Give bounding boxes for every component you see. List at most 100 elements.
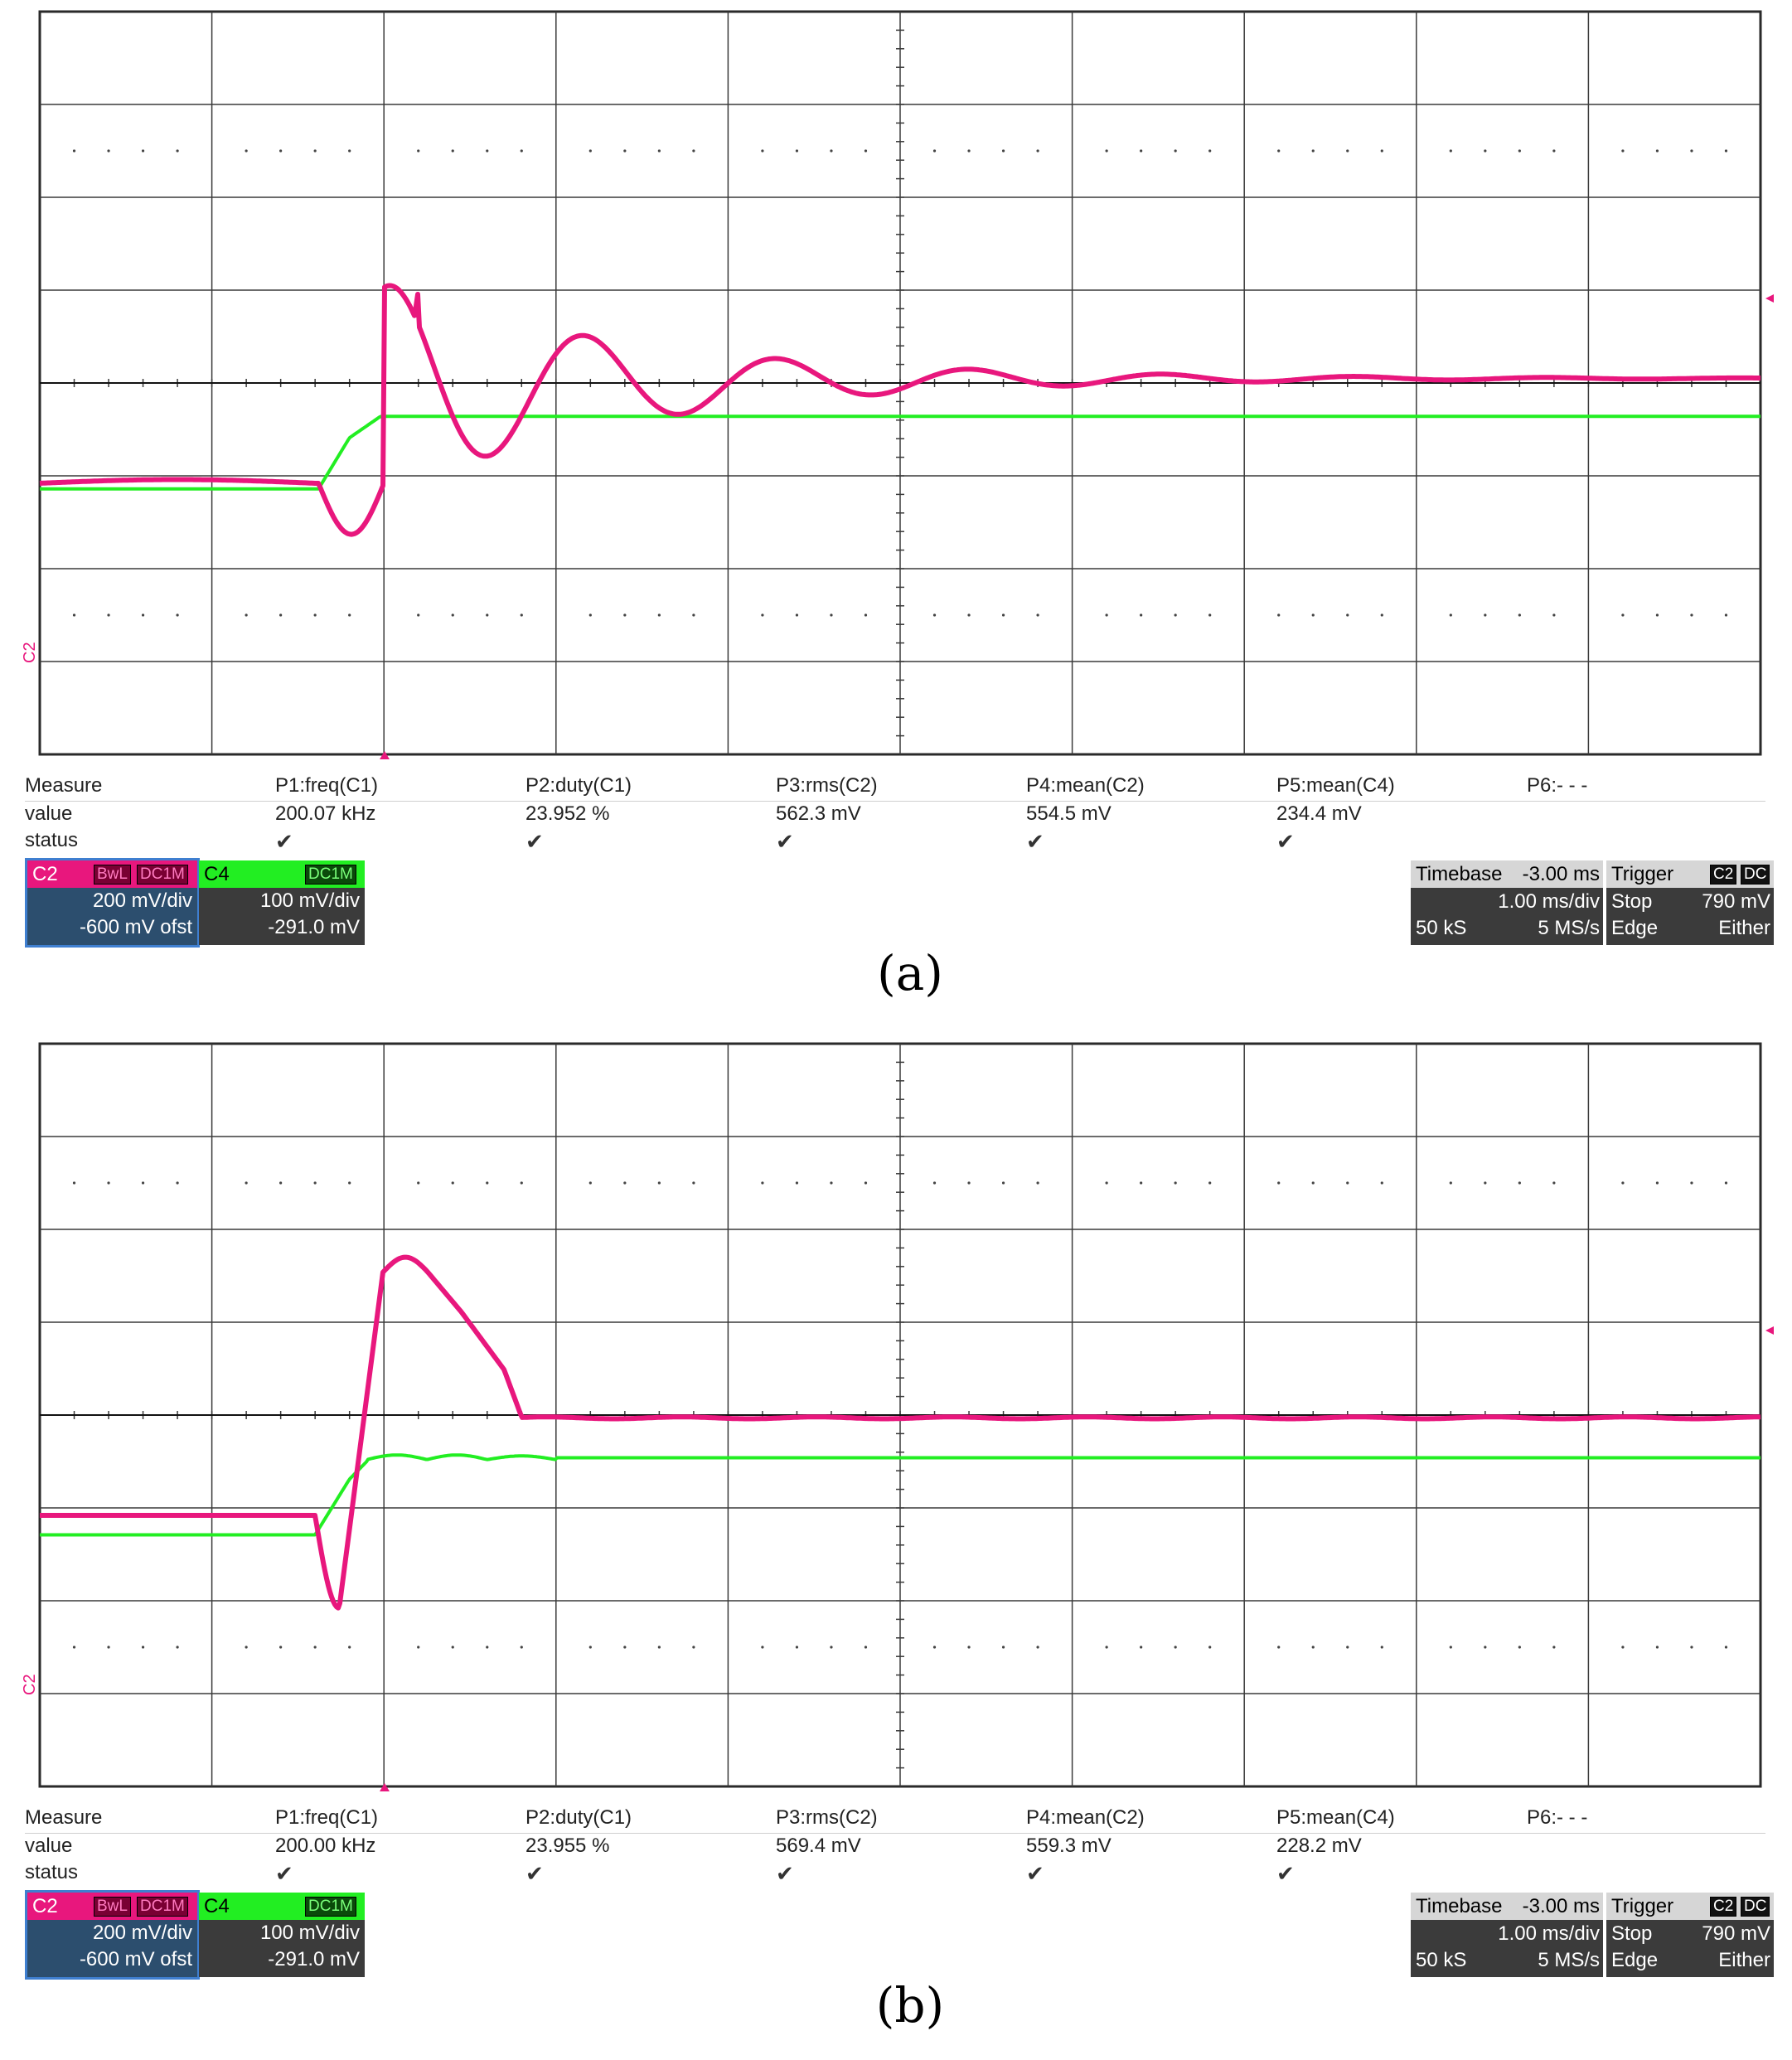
grid-dot	[1552, 1646, 1556, 1649]
grid-dot	[657, 1181, 661, 1185]
grid-dot	[348, 613, 351, 617]
value-label: value	[25, 1835, 73, 1857]
timebase-scale: 1.00 ms/div	[1498, 1922, 1600, 1945]
grid-dot	[864, 149, 868, 153]
channel-settings: 200 mV/div -600 mV ofst	[27, 888, 197, 945]
param-name-p3[interactable]: P3:rms(C2)	[776, 1806, 878, 1829]
grid-dot	[486, 149, 489, 153]
param-name-p1[interactable]: P1:freq(C1)	[275, 1806, 379, 1829]
trigger-descriptor[interactable]: Trigger C2 DC Stop 790 mV Edge Either	[1606, 1893, 1774, 1977]
grid-dot	[141, 613, 145, 617]
channel-descriptor-c2[interactable]: C2 BwL DC1M 200 mV/div -600 mV ofst	[25, 858, 200, 948]
trigger-source-badge: C2	[1710, 865, 1737, 885]
vertical-scale: 100 mV/div	[259, 889, 360, 912]
param-name-p2[interactable]: P2:duty(C1)	[525, 774, 632, 797]
grid-dot	[1552, 613, 1556, 617]
grid-dot	[348, 1646, 351, 1649]
trace-c4	[40, 414, 1761, 491]
timebase-descriptor[interactable]: Timebase -3.00 ms 1.00 ms/div 50 kS 5 MS…	[1411, 860, 1603, 945]
grid-dot	[1380, 149, 1383, 153]
trace-c2	[39, 283, 1761, 537]
timebase-descriptor[interactable]: Timebase -3.00 ms 1.00 ms/div 50 kS 5 MS…	[1411, 1893, 1603, 1977]
grid-dot	[1690, 149, 1693, 153]
grid-dot	[1277, 1646, 1281, 1649]
grid-dot	[1484, 1181, 1487, 1185]
channel-side-label: C2	[21, 1674, 39, 1695]
grid-dot	[1655, 1181, 1659, 1185]
grid-dot	[1001, 613, 1005, 617]
param-name-p2[interactable]: P2:duty(C1)	[525, 1806, 632, 1829]
param-name-p5[interactable]: P5:mean(C4)	[1276, 1806, 1395, 1829]
measure-table: Measure P1:freq(C1) P2:duty(C1) P3:rms(C…	[25, 1806, 1765, 1889]
trigger-level-marker	[1765, 1326, 1774, 1335]
grid-dot	[1518, 149, 1521, 153]
trigger-source-badge: C2	[1710, 1897, 1737, 1917]
vertical-offset: -291.0 mV	[268, 916, 360, 938]
grid-dot	[795, 1646, 799, 1649]
grid-dot	[1518, 1646, 1521, 1649]
param-value-p1: 200.00 kHz	[275, 1835, 376, 1857]
grid-dot	[486, 1181, 489, 1185]
measure-divider	[25, 1833, 1765, 1834]
grid-dot	[1484, 613, 1487, 617]
trigger-coupling-badge: DC	[1741, 1897, 1770, 1917]
grid-dot	[1380, 1181, 1383, 1185]
grid-dot	[107, 613, 110, 617]
channel-descriptor-c2[interactable]: C2 BwL DC1M 200 mV/div -600 mV ofst	[25, 1890, 200, 1980]
grid-dot	[657, 613, 661, 617]
grid-dot	[1518, 613, 1521, 617]
trigger-mode: Stop	[1611, 890, 1653, 913]
grid-dot	[1621, 613, 1625, 617]
grid-dot	[1036, 1646, 1039, 1649]
coupling-badge: DC1M	[137, 865, 188, 885]
vertical-scale: 200 mV/div	[92, 1922, 192, 1944]
grid-dot	[1174, 1646, 1177, 1649]
param-value-p3: 562.3 mV	[776, 802, 861, 825]
grid-dot	[864, 1646, 868, 1649]
grid-dot	[107, 1646, 110, 1649]
bandwidth-limit-badge: BwL	[94, 1897, 131, 1917]
param-value-p4: 554.5 mV	[1026, 802, 1112, 825]
param-name-p6[interactable]: P6:- - -	[1527, 1806, 1588, 1829]
trigger-header: Trigger C2 DC	[1606, 860, 1774, 888]
grid-dot	[1311, 149, 1315, 153]
grid-dot	[623, 149, 627, 153]
grid-dot	[588, 149, 592, 153]
channel-descriptor-c4[interactable]: C4 DC1M 100 mV/div -291.0 mV	[199, 860, 365, 945]
grid-dot	[1105, 613, 1108, 617]
trigger-descriptor[interactable]: Trigger C2 DC Stop 790 mV Edge Either	[1606, 860, 1774, 945]
grid-dot	[588, 1646, 592, 1649]
param-name-p3[interactable]: P3:rms(C2)	[776, 774, 878, 797]
trigger-time-marker	[380, 751, 390, 759]
param-name-p5[interactable]: P5:mean(C4)	[1276, 774, 1395, 797]
grid-dot	[1174, 149, 1177, 153]
sample-count: 50 kS	[1416, 1949, 1467, 1971]
param-value-p1: 200.07 kHz	[275, 802, 376, 825]
grid-dot	[520, 613, 523, 617]
grid-dot	[692, 149, 695, 153]
param-name-p4[interactable]: P4:mean(C2)	[1026, 774, 1145, 797]
grid-dot	[830, 149, 833, 153]
grid-dot	[1140, 149, 1143, 153]
grid-dot	[864, 613, 868, 617]
status-check-icon: ✔	[1276, 1861, 1295, 1886]
status-check-icon: ✔	[776, 829, 794, 854]
timebase-delay: -3.00 ms	[1522, 1895, 1600, 1917]
param-name-p1[interactable]: P1:freq(C1)	[275, 774, 379, 797]
grid-dot	[1449, 1181, 1452, 1185]
timebase-label: Timebase	[1416, 863, 1503, 885]
measure-value-row: value 200.07 kHz 23.952 % 562.3 mV 554.5…	[25, 802, 1765, 829]
grid-dot	[588, 613, 592, 617]
grid-dot	[1552, 1181, 1556, 1185]
param-name-p6[interactable]: P6:- - -	[1527, 774, 1588, 797]
grid-dot	[1036, 149, 1039, 153]
grid-dot	[1690, 1646, 1693, 1649]
channel-descriptor-c4[interactable]: C4 DC1M 100 mV/div -291.0 mV	[199, 1893, 365, 1977]
channel-settings: 200 mV/div -600 mV ofst	[27, 1920, 197, 1977]
trace-c4	[40, 1453, 1761, 1537]
grid-dot	[1690, 613, 1693, 617]
grid-dot	[1346, 1181, 1349, 1185]
param-name-p4[interactable]: P4:mean(C2)	[1026, 1806, 1145, 1829]
grid-dot	[1277, 1181, 1281, 1185]
grid-dot	[1174, 1181, 1177, 1185]
